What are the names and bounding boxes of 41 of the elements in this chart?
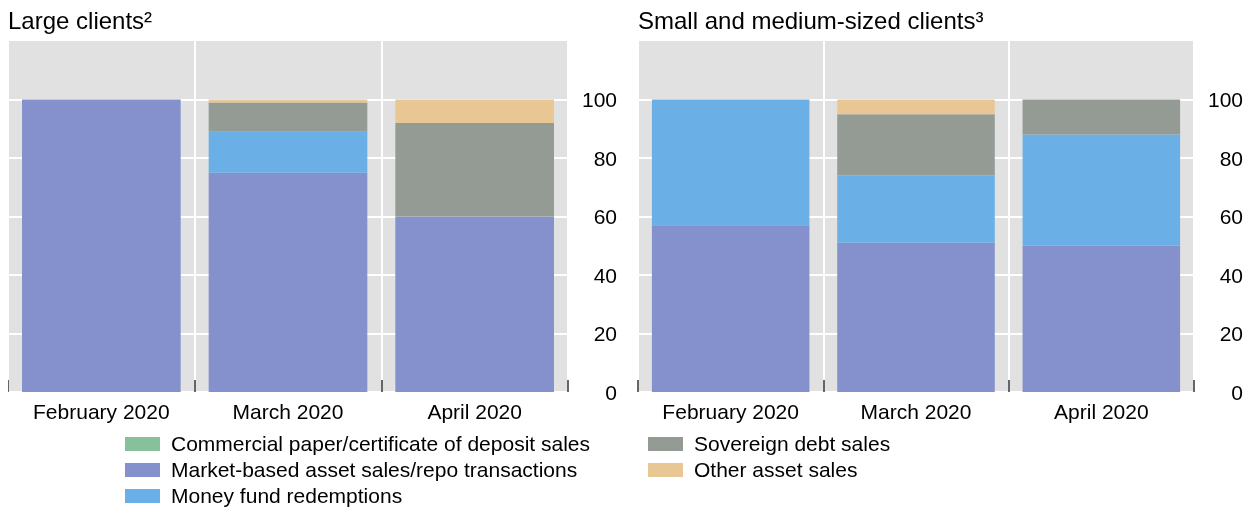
x-tick-label: February 2020 <box>33 400 170 423</box>
y-tick-label: 0 <box>605 380 617 404</box>
bar <box>1022 99 1181 135</box>
bar <box>208 102 368 132</box>
legend-label: Money fund redemptions <box>171 484 403 508</box>
bar <box>208 131 368 173</box>
bar <box>837 175 995 243</box>
bar <box>395 99 554 123</box>
y-tick-label: 40 <box>593 263 617 287</box>
y-tick-label: 40 <box>1219 263 1243 287</box>
x-tick-label: March 2020 <box>860 400 972 423</box>
legend-label: Commercial paper/certificate of deposit sales <box>171 432 591 456</box>
bar <box>837 242 995 392</box>
legend-label: Market-based asset sales/repo transactions <box>171 458 578 482</box>
legend-label: Sovereign debt sales <box>694 432 891 456</box>
y-tick-label: 60 <box>1219 205 1243 228</box>
y-tick-label: 80 <box>593 146 617 170</box>
bar <box>837 99 995 115</box>
y-tick-label: 20 <box>1219 322 1243 345</box>
bar <box>395 122 554 217</box>
chart-title: Large clients² <box>8 6 153 34</box>
bar <box>651 99 810 226</box>
x-tick-label: April 2020 <box>1054 400 1149 423</box>
chart-title: Small and medium-sized clients³ <box>638 6 984 34</box>
bar <box>837 114 995 176</box>
x-tick-label: March 2020 <box>232 400 344 423</box>
y-tick-label: 0 <box>1231 380 1243 404</box>
y-tick-label: 100 <box>1207 88 1243 111</box>
y-tick-label: 80 <box>1219 146 1243 170</box>
bar <box>1022 134 1181 246</box>
bar <box>208 172 368 392</box>
y-tick-label: 60 <box>593 205 617 228</box>
bar <box>22 99 181 392</box>
bar <box>651 225 810 392</box>
y-tick-label: 20 <box>593 322 617 345</box>
legend-label: Other asset sales <box>694 458 858 482</box>
y-tick-label: 100 <box>581 88 617 111</box>
x-tick-label: April 2020 <box>427 400 522 423</box>
x-tick-label: February 2020 <box>662 400 799 423</box>
bar <box>1022 245 1181 392</box>
bar <box>395 216 554 392</box>
